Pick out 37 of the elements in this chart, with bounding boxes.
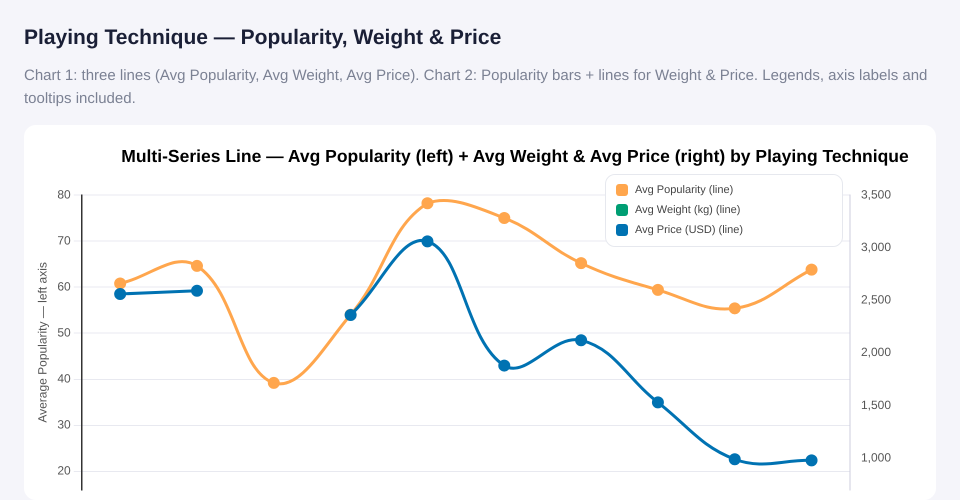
point <box>728 453 741 466</box>
y2-tick-label: 3,000 <box>860 240 892 254</box>
point <box>498 360 510 372</box>
y-tick-label: 80 <box>57 187 72 202</box>
point <box>114 277 126 290</box>
point <box>268 376 280 389</box>
y-tick-label: 70 <box>57 233 72 248</box>
y-tick-label: 40 <box>57 372 72 386</box>
y2-tick-label: 2,000 <box>860 345 892 360</box>
y2-tick-label: 2,500 <box>860 292 892 307</box>
point <box>652 284 664 296</box>
point <box>421 235 434 248</box>
y2-tick-label: 1,500 <box>860 398 892 412</box>
point <box>575 334 588 346</box>
legend-label: Avg Price (USD) (line) <box>635 224 743 236</box>
y-axis-title: Average Popularity — left axis <box>36 262 50 423</box>
y2-tick-label: 3,500 <box>860 187 892 202</box>
point <box>190 284 203 297</box>
y-tick-label: 30 <box>57 418 72 432</box>
point <box>728 302 741 314</box>
point <box>498 212 510 224</box>
point <box>114 288 126 300</box>
chart-subtitle: Chart 1: three lines (Avg Popularity, Avg Weight, Avg Price). Chart 2: Popularity bars + lines for Weight & Price. Legends, axis labels and tooltips included. <box>24 66 928 109</box>
y-tick-label: 20 <box>57 464 72 478</box>
point <box>806 454 818 466</box>
point <box>575 257 588 270</box>
point <box>652 396 664 408</box>
legend-label: Avg Popularity (line) <box>635 184 734 196</box>
point <box>806 264 818 276</box>
y-tick-label: 60 <box>57 279 72 294</box>
text: Multi-Series Line — Avg Popularity (left) + Avg Weight & Avg Price (right) by Playing Technique <box>120 146 910 167</box>
point <box>190 260 203 272</box>
legend-label: Avg Weight (kg) (line) <box>635 204 740 216</box>
chart-title: Playing Technique — Popularity, Weight & Price <box>24 26 502 50</box>
point <box>421 197 434 210</box>
y-tick-label: 50 <box>57 326 72 340</box>
y2-tick-label: 1,000 <box>860 450 892 465</box>
